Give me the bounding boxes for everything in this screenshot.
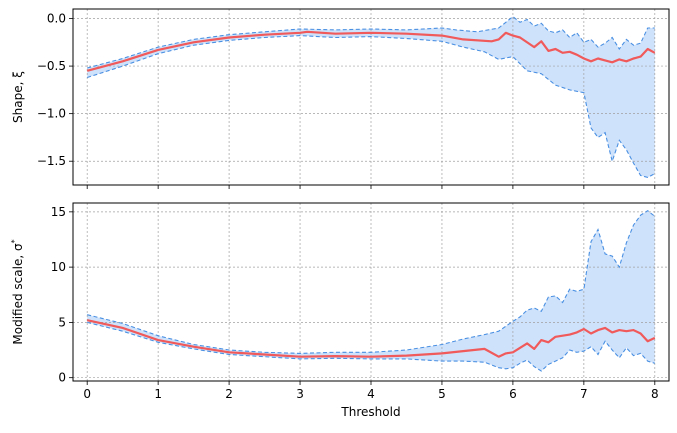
y-tick-label: 15 (51, 205, 66, 219)
estimate-line (86, 30, 656, 72)
lower-bound-line (87, 35, 656, 178)
upper-bound-line (87, 210, 656, 354)
x-tick-label: 6 (509, 387, 517, 401)
x-tick-label: 5 (438, 387, 446, 401)
x-tick-label: 8 (651, 387, 659, 401)
x-tick-label: 1 (154, 387, 162, 401)
y-tick-label: 0 (58, 371, 66, 385)
x-tick-label: 4 (367, 387, 375, 401)
y-tick-label: −0.5 (37, 59, 66, 73)
y-tick-label: 10 (51, 260, 66, 274)
y-axis-label: Shape, ξ (11, 71, 25, 123)
estimate-line (86, 319, 656, 358)
x-tick-label: 3 (296, 387, 304, 401)
upper-bound-line (87, 15, 655, 69)
y-axis-label: Modified scale, σ* (10, 239, 25, 344)
x-tick-label: 7 (580, 387, 588, 401)
y-tick-label: 0.0 (47, 12, 66, 26)
x-tick-label: 0 (83, 387, 91, 401)
x-tick-label: 2 (225, 387, 233, 401)
y-tick-label: 5 (58, 315, 66, 329)
modified-scale-panel: 0 1 2 3 4 5 6 7 8 0 5 10 15 Modified scale, σ* Thresho… (10, 202, 670, 419)
y-tick-label: −1.0 (37, 107, 66, 121)
y-tick-label: −1.5 (37, 154, 66, 168)
shape-panel: 0.0 −0.5 −1.0 −1.5 Shape, ξ (11, 8, 670, 189)
confidence-band (87, 210, 655, 371)
x-axis-label: Threshold (340, 405, 400, 419)
lower-bound-line (87, 321, 655, 372)
